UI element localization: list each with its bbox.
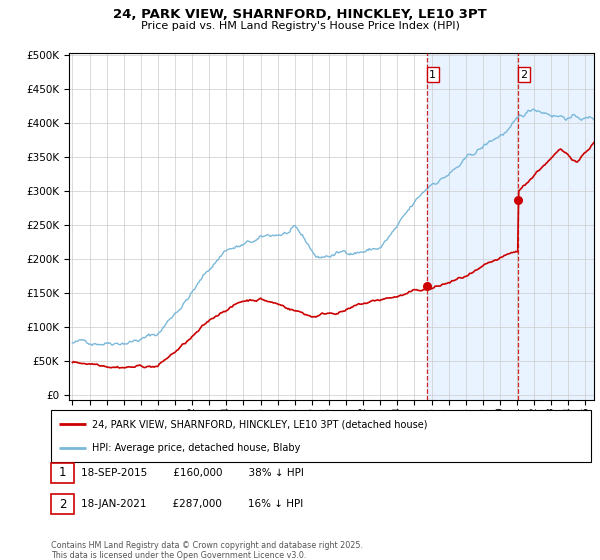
Text: HPI: Average price, detached house, Blaby: HPI: Average price, detached house, Blab… — [91, 443, 300, 453]
Text: 24, PARK VIEW, SHARNFORD, HINCKLEY, LE10 3PT (detached house): 24, PARK VIEW, SHARNFORD, HINCKLEY, LE10… — [91, 419, 427, 430]
Text: 18-SEP-2015        £160,000        38% ↓ HPI: 18-SEP-2015 £160,000 38% ↓ HPI — [81, 468, 304, 478]
Text: Contains HM Land Registry data © Crown copyright and database right 2025.
This d: Contains HM Land Registry data © Crown c… — [51, 541, 363, 560]
Text: Price paid vs. HM Land Registry's House Price Index (HPI): Price paid vs. HM Land Registry's House … — [140, 21, 460, 31]
Text: 1: 1 — [430, 69, 436, 80]
Text: 1: 1 — [59, 466, 66, 479]
Text: 24, PARK VIEW, SHARNFORD, HINCKLEY, LE10 3PT: 24, PARK VIEW, SHARNFORD, HINCKLEY, LE10… — [113, 8, 487, 21]
Text: 18-JAN-2021        £287,000        16% ↓ HPI: 18-JAN-2021 £287,000 16% ↓ HPI — [81, 499, 303, 509]
Text: 2: 2 — [520, 69, 527, 80]
Text: 2: 2 — [59, 497, 66, 511]
Bar — [427, 53, 600, 400]
